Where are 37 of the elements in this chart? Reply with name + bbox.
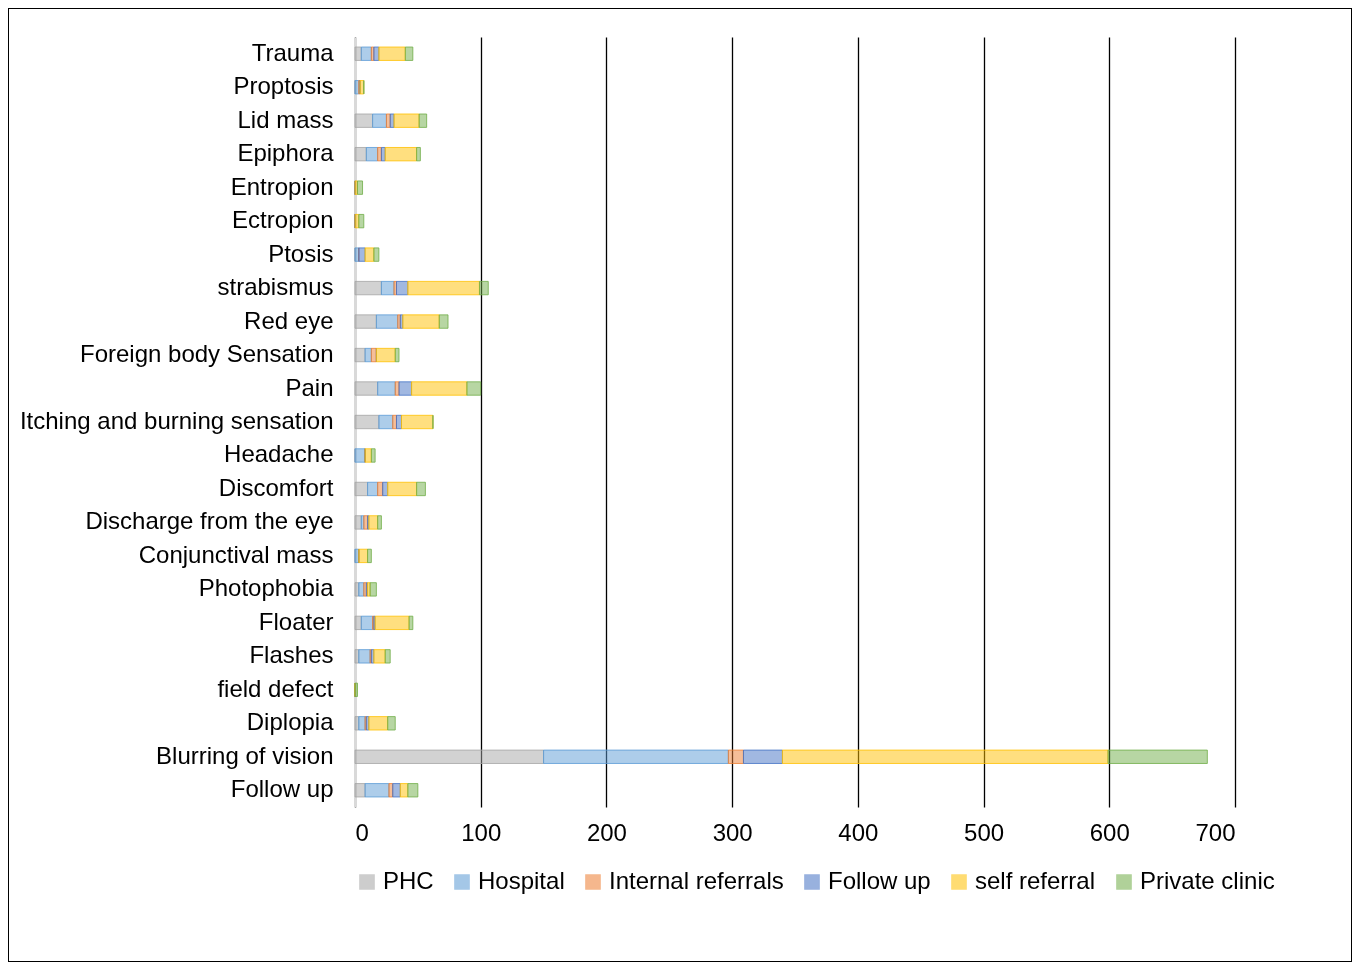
y-tick-label: Red eye — [244, 306, 334, 334]
y-tick-label: field defect — [217, 674, 334, 702]
y-tick-label: Diplopia — [246, 708, 335, 736]
y-tick-label: Conjunctival mass — [138, 540, 334, 568]
y-tick-label: Photophobia — [198, 574, 335, 602]
x-tick-label: 0 — [355, 818, 369, 846]
x-tick-label: 600 — [1089, 818, 1130, 846]
y-tick-label: Epiphora — [237, 139, 335, 167]
x-tick-label: 400 — [838, 818, 879, 846]
y-tick-label: Trauma — [251, 38, 335, 66]
y-tick-label: Pain — [285, 373, 334, 401]
y-tick-label: Headache — [224, 440, 334, 468]
y-tick-label: Proptosis — [233, 72, 334, 100]
y-tick-label: Discharge from the eye — [85, 507, 334, 535]
y-tick-label: Entropion — [230, 172, 334, 200]
x-tick-label: 100 — [461, 818, 502, 846]
x-tick-label: 200 — [586, 818, 627, 846]
legend-label: Internal referrals — [609, 867, 784, 894]
y-tick-label: Ptosis — [268, 239, 334, 267]
y-tick-label: Itching and burning sensation — [19, 407, 334, 434]
legend-label: Follow up — [828, 867, 931, 894]
y-tick-label: strabismus — [217, 273, 334, 301]
y-tick-label: Foreign body Sensation — [80, 340, 334, 368]
y-tick-label: Discomfort — [218, 473, 334, 501]
y-tick-label: Lid mass — [237, 105, 334, 133]
x-tick-label: 500 — [964, 818, 1005, 846]
legend-label: Hospital — [478, 867, 565, 894]
y-tick-label: Blurring of vision — [156, 741, 334, 769]
legend-label: PHC — [383, 867, 434, 894]
x-tick-label: 300 — [712, 818, 753, 846]
x-tick-label: 700 — [1195, 818, 1236, 846]
y-tick-label: Flashes — [249, 641, 334, 669]
legend-label: self referral — [975, 867, 1096, 894]
y-tick-label: Floater — [258, 607, 334, 635]
y-tick-label: Follow up — [230, 775, 334, 803]
legend-label: Private clinic — [1140, 867, 1275, 894]
y-tick-label: Ectropion — [232, 206, 334, 234]
